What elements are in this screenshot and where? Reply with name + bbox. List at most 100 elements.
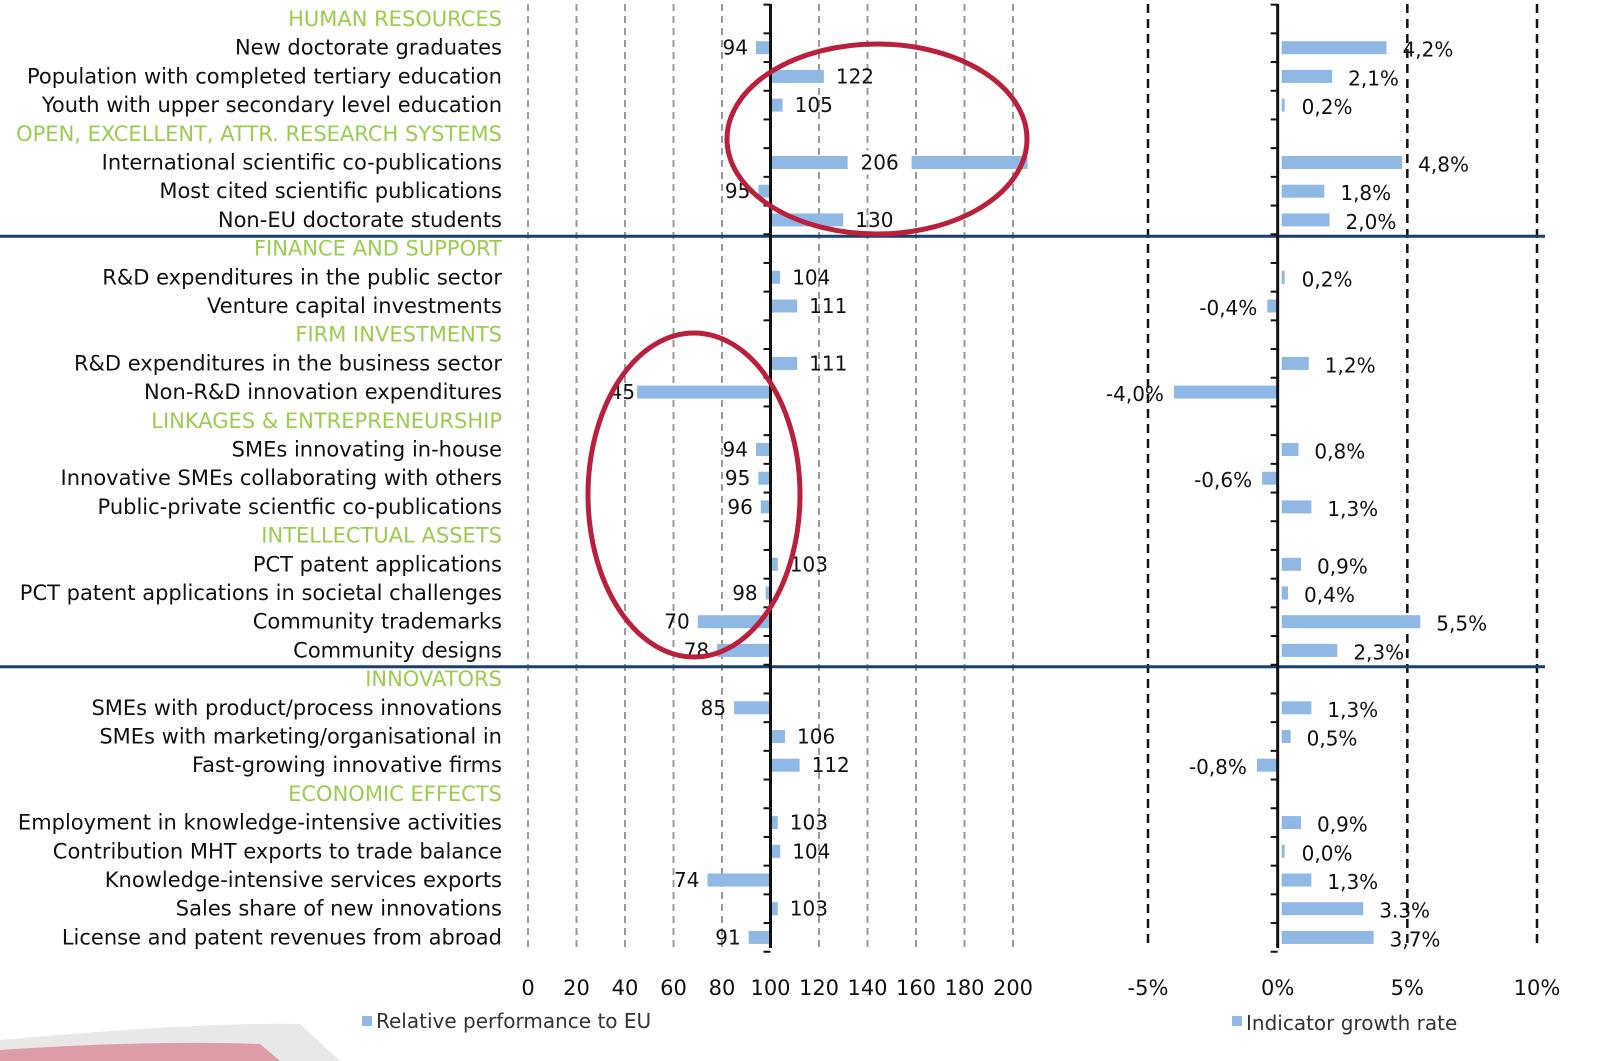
left-bar [770,270,781,284]
right-value-label: 0,0% [1302,841,1353,865]
right-bar [1262,471,1278,485]
left-bar [707,873,771,887]
row-label: Non-R&D innovation expenditures [144,380,502,404]
decorative-swoosh [0,1023,340,1061]
right-value-label: 0,9% [1317,554,1368,578]
left-value-label: 105 [795,93,833,117]
left-bar [770,299,798,313]
right-bar [1281,213,1330,227]
right-value-label: 4,2% [1403,38,1454,62]
right-bar [1281,270,1285,284]
right-value-label: 3.3% [1379,899,1430,923]
right-bar [1281,816,1302,830]
right-value-label: 1,2% [1325,353,1376,377]
row-label: SMEs with product/process innovations [91,696,502,720]
right-value-label: -0,6% [1194,468,1252,492]
left-bar [770,356,798,370]
right-value-label: 0,8% [1314,440,1365,464]
right-value-label: 1,3% [1327,698,1378,722]
section-heading: LINKAGES & ENTREPRENEURSHIP [151,409,502,433]
row-label: Community trademarks [253,610,502,634]
row-label: Contribution MHT exports to trade balanc… [53,839,502,863]
left-value-label: 206 [861,151,899,175]
left-bar [748,930,771,944]
right-bar [1281,615,1421,629]
left-value-label: 103 [790,811,828,835]
row-label: Youth with upper secondary level educati… [41,93,502,117]
left-value-label: 111 [809,351,847,375]
left-value-label: 104 [792,265,830,289]
left-bar [770,844,781,858]
legend-swatch-left [362,1016,372,1026]
section-heading: FIRM INVESTMENTS [295,323,502,347]
gridlines [527,4,1539,948]
row-label: Non-EU doctorate students [218,208,502,232]
right-value-label: 0,4% [1304,583,1355,607]
right-tick-label: 0% [1261,976,1294,1000]
section-heading: INTELLECTUAL ASSETS [261,524,502,548]
row-label: SMEs with marketing/organisational in [99,725,502,749]
right-value-label: 4,8% [1418,153,1469,177]
right-value-label: 3,7% [1390,927,1441,951]
left-tick-label: 60 [660,976,687,1000]
axes [763,3,1280,953]
row-labels: HUMAN RESOURCES New doctorate graduates Po… [16,7,502,949]
row-label: Community designs [293,638,502,662]
right-value-label: 0,2% [1302,267,1353,291]
row-label: Most cited scientific publications [159,179,502,203]
left-bar [637,385,771,399]
right-value-label: 1,3% [1327,870,1378,894]
section-heading: HUMAN RESOURCES [288,7,502,31]
left-bar [770,69,824,83]
right-bar [1281,930,1374,944]
left-value-label: 91 [715,925,740,949]
left-value-label: 95 [725,466,750,490]
left-tick-label: 180 [944,976,984,1000]
right-bar [1281,844,1285,858]
left-value-label: 112 [812,753,850,777]
highlight-circle-bottom [585,330,803,660]
left-value-label: 74 [674,868,699,892]
right-bar [1281,701,1312,715]
left-value-label: 103 [790,552,828,576]
row-label: Venture capital investments [207,294,502,318]
right-bar [1281,356,1309,370]
right-tick-label: -5% [1128,976,1169,1000]
left-tick-label: 120 [799,976,839,1000]
right-value-label: -0,4% [1199,296,1257,320]
right-value-label: 0,9% [1317,813,1368,837]
right-bar [1281,586,1289,600]
left-bar [755,41,771,55]
legend-label-left: Relative performance to EU [376,1009,651,1033]
right-bar [1281,873,1312,887]
right-value-label: 2,3% [1353,640,1404,664]
section-heading: INNOVATORS [365,667,502,691]
row-label: Population with completed tertiary educa… [27,64,502,88]
legend-swatch-right [1232,1016,1242,1026]
left-bar [765,586,771,600]
left-value-label: 111 [809,294,847,318]
row-label: SMEs innovating in-house [232,438,502,462]
row-label: Innovative SMEs collaborating with other… [61,466,503,490]
row-label: R&D expenditures in the public sector [102,265,502,289]
right-bar [1281,730,1291,743]
right-bar [1281,98,1285,112]
right-value-label: 2,0% [1346,210,1397,234]
right-bar [1281,902,1364,916]
left-bar [770,816,778,830]
left-value-label: 94 [722,36,747,60]
right-bar [1281,443,1299,456]
right-value-label: 2,1% [1348,66,1399,90]
decorative-swoosh-accent [0,1042,280,1061]
left-bar [770,902,778,916]
right-bar [1256,758,1278,772]
left-value-label: 98 [732,581,757,605]
row-label: Knowledge-intensive services exports [105,868,502,892]
left-bar [697,615,771,629]
left-tick-label: 200 [993,976,1033,1000]
right-tick-label: 5% [1391,976,1424,1000]
value-labels: 94 4,2% 122 2,1% 105 0,2% 206 4,8% 95 1,8% 130 2,0%… [610,36,1487,952]
row-label: New doctorate graduates [235,36,502,60]
legend-label-right: Indicator growth rate [1246,1011,1457,1035]
